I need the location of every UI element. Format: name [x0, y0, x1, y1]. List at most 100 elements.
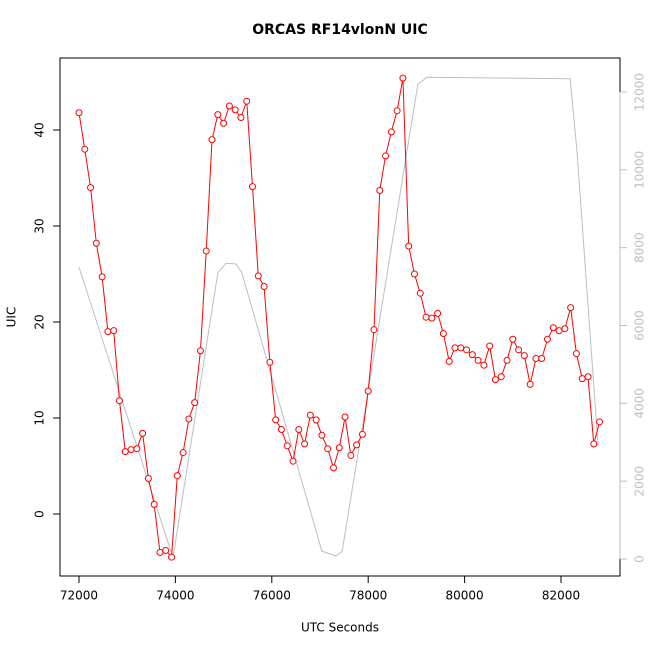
y-tick-label: 30	[33, 218, 47, 233]
data-point	[376, 186, 384, 194]
data-point	[364, 387, 372, 395]
data-point	[168, 553, 176, 561]
data-point	[277, 426, 285, 434]
series-line	[78, 76, 599, 558]
x-tick-label: 80000	[446, 589, 484, 603]
data-point	[393, 107, 401, 115]
data-point	[370, 326, 378, 334]
data-point	[405, 242, 413, 250]
data-point	[214, 111, 222, 119]
data-point	[428, 314, 436, 322]
data-point	[520, 352, 528, 360]
data-point	[185, 415, 193, 423]
data-point	[578, 375, 586, 383]
data-point	[156, 548, 164, 556]
data-point	[353, 441, 361, 449]
data-point	[416, 289, 424, 297]
data-point	[243, 97, 251, 105]
y2-tick-label: 4000	[633, 388, 647, 419]
data-point	[75, 109, 83, 117]
x-tick-label: 82000	[542, 589, 580, 603]
data-point	[451, 344, 459, 352]
data-point	[347, 451, 355, 459]
data-point	[532, 354, 540, 362]
y2-tick-label: 10000	[633, 151, 647, 189]
data-point	[133, 445, 141, 453]
data-point	[87, 184, 95, 192]
data-point	[272, 416, 280, 424]
data-point	[220, 119, 228, 127]
data-point	[144, 474, 152, 482]
y-tick-label: 0	[33, 510, 47, 518]
data-point	[312, 416, 320, 424]
data-point	[121, 448, 129, 456]
data-point	[538, 354, 546, 362]
data-point	[341, 413, 349, 421]
plot-frame	[59, 57, 621, 577]
data-point	[237, 114, 245, 122]
x-tick-label: 78000	[349, 589, 387, 603]
data-point	[150, 500, 158, 508]
data-point	[110, 327, 118, 335]
data-point	[127, 446, 135, 454]
data-point	[283, 442, 291, 450]
data-point	[445, 357, 453, 365]
data-point	[567, 304, 575, 312]
y-axis-label: UIC	[5, 307, 19, 328]
data-point	[382, 152, 390, 160]
data-point	[503, 356, 511, 364]
data-point	[463, 346, 471, 354]
data-point	[318, 431, 326, 439]
data-point	[98, 273, 106, 281]
data-point	[474, 356, 482, 364]
data-point	[329, 464, 337, 472]
data-point	[486, 342, 494, 350]
x-axis-label: UTC Seconds	[301, 621, 379, 635]
data-point	[468, 351, 476, 359]
data-point	[208, 136, 216, 144]
y2-tick-label: 2000	[633, 466, 647, 497]
y-tick-label: 10	[33, 410, 47, 425]
data-point	[260, 282, 268, 290]
data-point	[266, 358, 274, 366]
data-point	[196, 347, 204, 355]
data-point	[324, 445, 332, 453]
data-point	[139, 429, 147, 437]
y2-tick-label: 6000	[633, 310, 647, 341]
data-point	[497, 373, 505, 381]
data-point	[480, 361, 488, 369]
series-line	[78, 78, 601, 559]
data-point	[544, 335, 552, 343]
data-point	[191, 399, 199, 407]
y-tick-label: 40	[33, 122, 47, 137]
data-point	[515, 346, 523, 354]
data-point	[115, 397, 123, 405]
data-point	[434, 309, 442, 317]
data-point	[358, 430, 366, 438]
data-point	[202, 247, 210, 255]
data-point	[225, 102, 233, 110]
data-point	[301, 440, 309, 448]
y2-tick-label: 0	[633, 555, 647, 563]
chart-title: ORCAS RF14vlonN UIC	[252, 22, 428, 38]
data-point	[249, 183, 257, 191]
y2-tick-label: 12000	[633, 73, 647, 111]
data-point	[555, 327, 563, 335]
x-tick-label: 74000	[156, 589, 194, 603]
data-point	[410, 270, 418, 278]
x-tick-label: 72000	[60, 589, 98, 603]
data-point	[289, 457, 297, 465]
data-point	[335, 444, 343, 452]
data-point	[549, 324, 557, 332]
data-point	[526, 380, 534, 388]
data-point	[572, 350, 580, 358]
data-point	[491, 376, 499, 384]
data-point	[81, 145, 89, 153]
data-point	[92, 239, 100, 247]
data-point	[231, 106, 239, 114]
data-point	[596, 418, 604, 426]
data-point	[104, 328, 112, 336]
data-point	[399, 74, 407, 82]
data-point	[561, 325, 569, 333]
